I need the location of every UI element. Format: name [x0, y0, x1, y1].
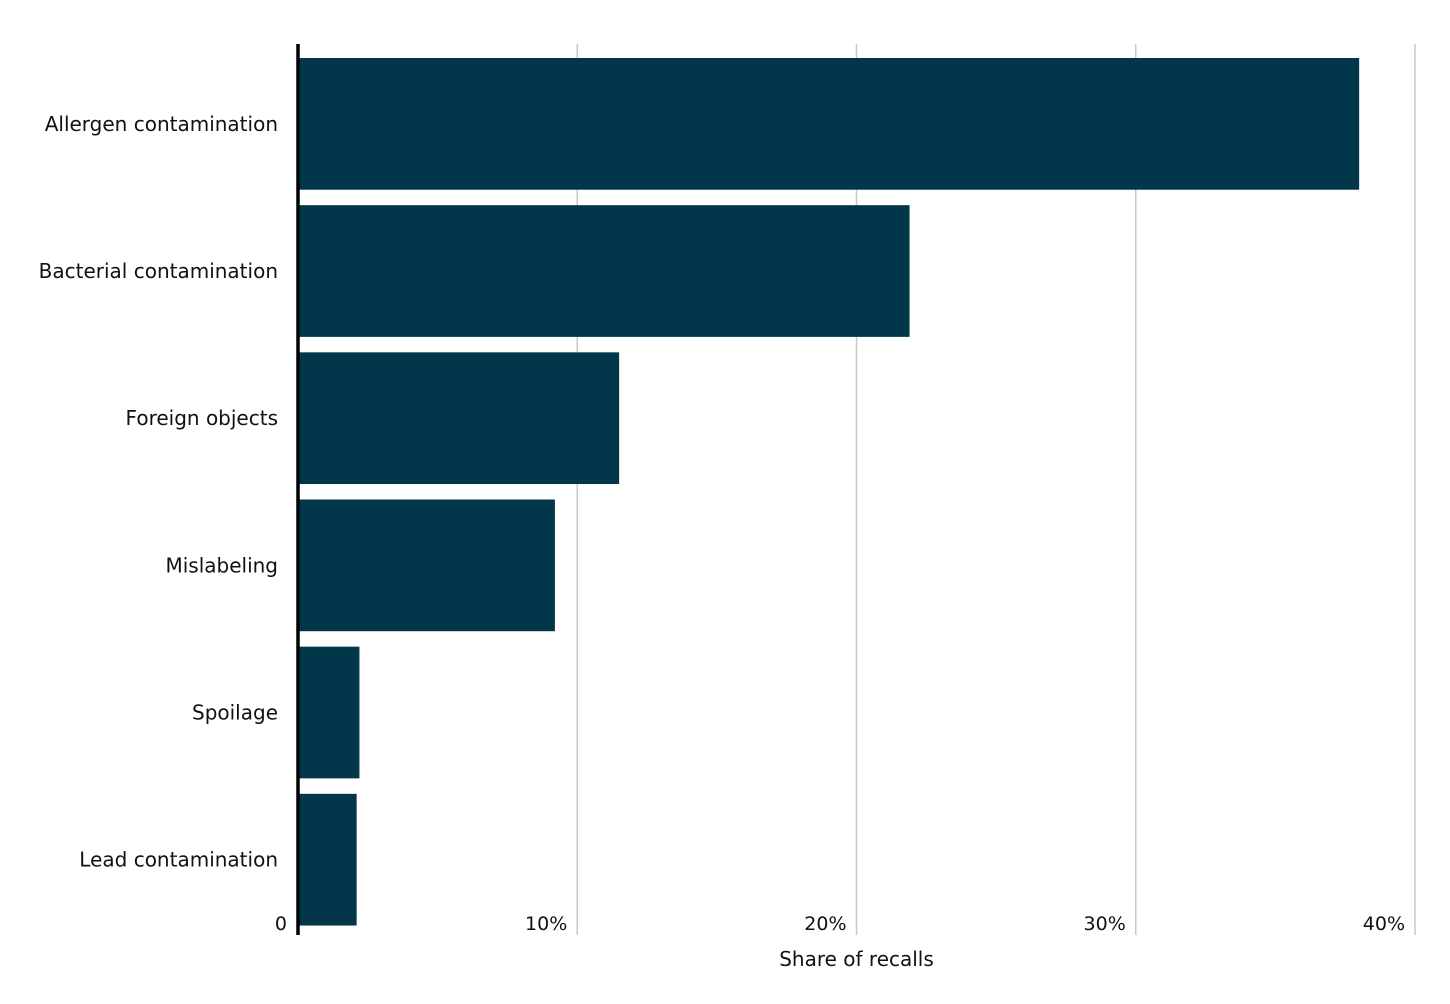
bars [298, 58, 1360, 926]
gridlines [576, 44, 1416, 935]
x-axis-title: Share of recalls [779, 947, 934, 971]
bar-2 [298, 352, 620, 485]
x-tick-labels: 0 10% 20% 30% 40% [275, 913, 1405, 935]
category-label-1: Bacterial contamination [39, 259, 278, 283]
category-label-5: Lead contamination [79, 848, 278, 872]
category-label-4: Spoilage [192, 701, 278, 725]
x-tick-label-2: 20% [804, 913, 846, 935]
bar-4 [298, 646, 360, 779]
category-label-2: Foreign objects [126, 406, 278, 430]
x-tick-label-1: 10% [525, 913, 567, 935]
bar-0 [298, 58, 1360, 190]
bar-1 [298, 205, 910, 337]
x-tick-label-3: 30% [1084, 913, 1126, 935]
category-labels: Allergen contamination Bacterial contamin… [39, 112, 278, 872]
x-tick-label-0: 0 [275, 913, 287, 935]
bar-5 [298, 793, 357, 926]
category-label-3: Mislabeling [165, 553, 278, 577]
x-tick-label-4: 40% [1363, 913, 1405, 935]
category-label-0: Allergen contamination [45, 112, 278, 136]
bar-3 [298, 499, 555, 632]
